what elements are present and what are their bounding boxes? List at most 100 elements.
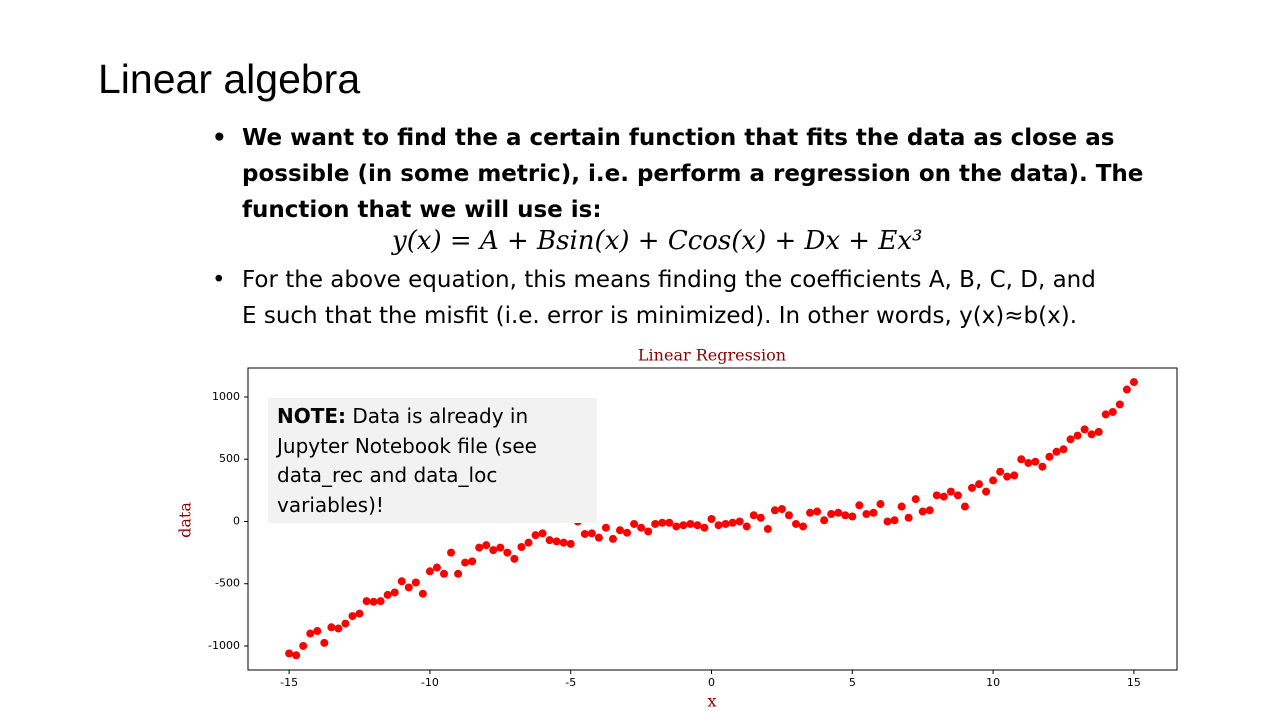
point [1073, 431, 1082, 440]
point [714, 521, 723, 530]
note-line: data_rec and data_loc [277, 463, 498, 487]
point [841, 511, 850, 520]
point [791, 519, 800, 528]
point [967, 483, 976, 492]
x-tick-label: 10 [986, 676, 1000, 689]
x-tick-label: 15 [1127, 676, 1141, 689]
point [1059, 445, 1068, 454]
point [404, 583, 413, 592]
point [348, 612, 357, 621]
point [425, 567, 434, 576]
point [489, 546, 498, 555]
point [1129, 378, 1138, 387]
point [468, 557, 477, 566]
point [749, 511, 758, 520]
bullet-line: function that we will use is: [242, 197, 602, 223]
slide-title: Linear algebra [98, 56, 361, 102]
point [904, 513, 913, 522]
point [608, 534, 617, 543]
point [418, 589, 427, 598]
point [524, 538, 533, 547]
y-tick-label: -500 [215, 577, 240, 590]
point [925, 506, 934, 515]
point [883, 517, 892, 526]
point [953, 491, 962, 500]
point [911, 495, 920, 504]
plot-frame [247, 367, 1178, 671]
x-tick-label: 5 [849, 676, 856, 689]
y-tick-label: -1000 [208, 639, 240, 652]
point [1122, 385, 1131, 394]
point [334, 624, 343, 633]
point [362, 597, 371, 606]
point [1101, 410, 1110, 419]
point [813, 507, 822, 516]
point [658, 518, 667, 527]
point [482, 541, 491, 550]
point [503, 548, 512, 557]
y-tick-label: 500 [219, 452, 240, 465]
point [1080, 425, 1089, 434]
point [890, 516, 899, 525]
point [517, 543, 526, 552]
point [637, 523, 646, 532]
point [355, 609, 364, 618]
point [932, 491, 941, 500]
point [376, 597, 385, 606]
point [566, 539, 575, 548]
point [784, 511, 793, 520]
note-line: NOTE: Data is already in [277, 402, 587, 432]
point [946, 487, 955, 496]
bullet-line: possible (in some metric), i.e. perform … [242, 161, 1144, 187]
point [299, 641, 308, 650]
point [1010, 471, 1019, 480]
point [876, 500, 885, 509]
point [707, 515, 716, 523]
point [862, 510, 871, 519]
point [545, 536, 554, 545]
point [665, 518, 674, 527]
point [1052, 447, 1061, 456]
point [390, 588, 399, 597]
bullet-line: E such that the misfit (i.e. error is mi… [242, 303, 1078, 329]
point [439, 569, 448, 578]
point [679, 521, 688, 530]
point [496, 543, 505, 552]
point [686, 519, 695, 528]
point [834, 508, 843, 517]
point [285, 649, 294, 658]
point [939, 492, 948, 501]
point [411, 578, 420, 587]
point [454, 569, 463, 578]
point [897, 502, 906, 511]
y-tick-label: 1000 [212, 390, 240, 403]
point [989, 476, 998, 485]
y-tick-label: 0 [233, 514, 240, 527]
point [341, 619, 350, 628]
point [777, 505, 786, 514]
note-line: Jupyter Notebook file (see [277, 433, 537, 458]
bullet: For the above equation, this means findi… [212, 262, 1096, 334]
point [369, 597, 378, 606]
point [820, 516, 829, 525]
point [672, 522, 681, 531]
point [763, 524, 772, 533]
point [827, 510, 836, 519]
point [623, 528, 632, 537]
point [1087, 430, 1096, 439]
point [320, 638, 329, 647]
point [756, 513, 765, 522]
x-tick-label: -10 [421, 676, 439, 689]
point [1066, 435, 1075, 444]
bullet: We want to find the a certain function t… [212, 120, 1144, 228]
point [644, 527, 653, 536]
point [292, 651, 301, 660]
point [848, 512, 857, 521]
point [918, 507, 927, 516]
point [806, 508, 815, 517]
bullet-line: For the above equation, this means findi… [242, 267, 1096, 293]
equation: y(x) = A + Bsin(x) + Ccos(x) + Dx + Ex³ [392, 226, 923, 256]
point [982, 487, 991, 496]
